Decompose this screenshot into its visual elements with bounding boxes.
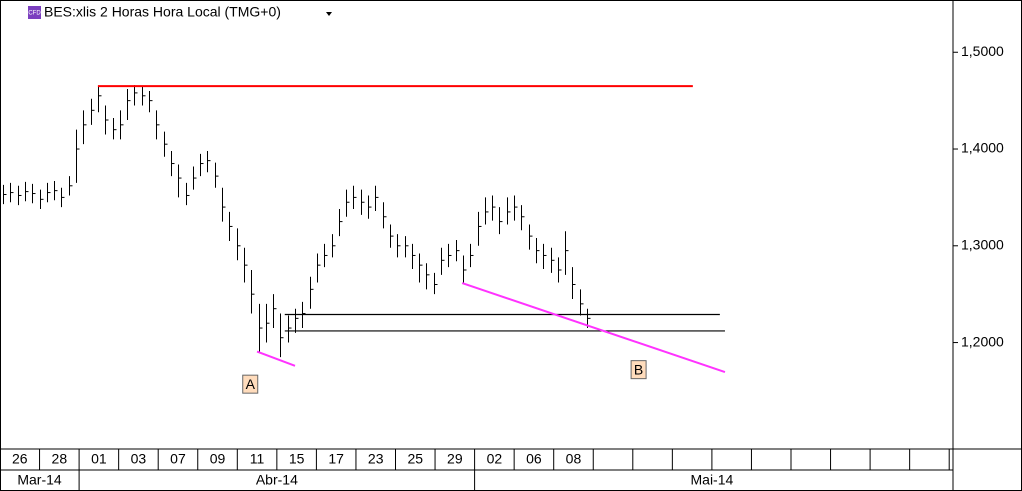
chart-title: BES:xlis 2 Horas Hora Local (TMG+0) [44,4,281,20]
x-tick-label: 08 [566,451,582,467]
trend-line [461,282,726,374]
x-tick-label: 07 [170,451,186,467]
cfd-icon [28,6,41,19]
y-tick-label: 1,4000 [961,140,1004,156]
x-tick-label: 29 [447,451,463,467]
annotation-box [242,374,259,394]
annotation-label: B [634,361,643,377]
x-tick-label: 17 [328,451,344,467]
x-tick-label: 11 [250,451,265,467]
cfd-icon-label: CFD [28,11,41,17]
x-tick-label: 06 [526,451,542,467]
x-tick-label: 23 [368,451,384,467]
x-tick-label: 01 [91,451,107,467]
x-tick-label: 03 [131,451,147,467]
x-tick-label: 26 [12,451,28,467]
x-tick-label: 02 [487,451,503,467]
month-label: Abr-14 [256,472,298,488]
x-tick-label: 15 [289,451,305,467]
y-tick-label: 1,3000 [961,236,1004,252]
trend-line [256,350,296,367]
month-label: Mar-14 [17,472,62,488]
y-tick-label: 1,5000 [961,43,1004,59]
annotation-label: A [246,376,256,392]
x-tick-label: 28 [52,451,68,467]
x-tick-label: 09 [210,451,226,467]
y-tick-label: 1,2000 [961,333,1004,349]
dropdown-arrow[interactable] [326,12,332,16]
x-tick-label: 25 [407,451,423,467]
annotation-box [630,360,647,380]
month-label: Mai-14 [691,472,734,488]
